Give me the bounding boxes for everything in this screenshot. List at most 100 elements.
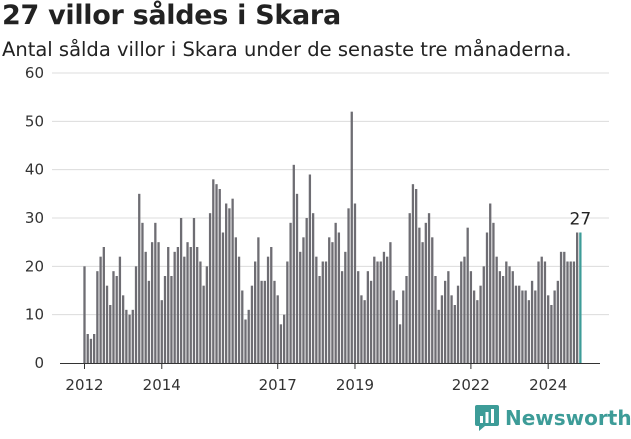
bar — [543, 261, 547, 363]
bar — [527, 300, 531, 363]
bar — [530, 280, 534, 363]
bar — [205, 266, 209, 363]
y-tick-label: 10 — [25, 306, 44, 324]
y-tick-label: 30 — [25, 209, 44, 227]
bar — [369, 280, 373, 363]
bar — [566, 261, 569, 363]
bar — [241, 290, 244, 363]
y-tick-label: 40 — [25, 161, 44, 179]
bar — [421, 242, 424, 363]
bar — [521, 290, 524, 363]
bar — [563, 251, 566, 363]
bar — [225, 203, 228, 363]
newsworthy-logo-icon — [475, 405, 499, 431]
bar — [266, 256, 270, 363]
bar — [89, 338, 93, 363]
bar — [443, 280, 447, 363]
bar — [154, 222, 157, 363]
bar — [247, 309, 250, 363]
bar — [353, 203, 357, 363]
bar — [131, 309, 134, 363]
bar — [295, 193, 299, 363]
bar — [559, 251, 563, 363]
bar — [237, 256, 241, 363]
bar — [411, 184, 415, 363]
bar — [550, 305, 553, 363]
bar — [431, 237, 434, 363]
bar — [463, 256, 466, 363]
bar — [334, 222, 337, 363]
bar — [569, 261, 572, 363]
bar — [524, 290, 527, 363]
bar — [292, 164, 295, 363]
bar — [324, 261, 328, 363]
bar — [212, 179, 215, 363]
bar — [553, 290, 556, 363]
bar — [456, 285, 460, 363]
bar — [476, 300, 479, 363]
bar — [170, 276, 173, 363]
bar — [315, 256, 318, 363]
bar — [308, 174, 312, 363]
bar — [392, 290, 395, 363]
bar — [163, 276, 167, 363]
bar — [134, 266, 138, 363]
bar — [472, 290, 476, 363]
bar — [311, 213, 315, 363]
bar — [386, 256, 389, 363]
bar — [83, 266, 86, 363]
bar — [286, 261, 289, 363]
bar — [208, 213, 212, 363]
bar — [147, 280, 151, 363]
bar — [228, 208, 231, 363]
bar — [125, 309, 128, 363]
bar — [189, 247, 192, 363]
bar — [263, 280, 266, 363]
bar — [157, 242, 160, 363]
bar — [405, 276, 408, 363]
bar — [482, 266, 485, 363]
bar — [572, 261, 576, 363]
bar — [282, 314, 286, 363]
bar — [318, 276, 321, 363]
bar — [402, 290, 405, 363]
bar — [183, 256, 186, 363]
x-tick-label: 2024 — [529, 376, 567, 394]
bar — [234, 237, 237, 363]
bar — [144, 251, 147, 363]
bar — [508, 266, 511, 363]
bar — [556, 280, 559, 363]
bar — [360, 295, 363, 363]
bar — [498, 271, 502, 363]
bar — [485, 232, 489, 363]
bar — [376, 261, 379, 363]
y-tick-label: 60 — [25, 64, 44, 82]
bar — [489, 203, 492, 363]
bar — [173, 251, 176, 363]
bar — [337, 232, 341, 363]
bar — [93, 334, 96, 363]
bar — [105, 285, 109, 363]
bar — [415, 189, 418, 363]
bar — [366, 271, 370, 363]
bar — [363, 300, 366, 363]
bar — [299, 251, 302, 363]
bar — [215, 184, 218, 363]
bar — [514, 285, 518, 363]
latest-value-label: 27 — [570, 210, 592, 230]
bar — [273, 280, 276, 363]
y-tick-label: 50 — [25, 112, 44, 130]
bar — [537, 261, 540, 363]
bar — [150, 242, 154, 363]
bar — [192, 218, 196, 363]
bar — [340, 271, 344, 363]
bar — [231, 198, 234, 363]
bar — [466, 227, 469, 363]
bar — [289, 222, 292, 363]
bar — [453, 305, 456, 363]
bar — [250, 285, 254, 363]
bar — [518, 285, 521, 363]
bar — [115, 276, 118, 363]
bar — [350, 111, 353, 363]
bar — [460, 261, 463, 363]
